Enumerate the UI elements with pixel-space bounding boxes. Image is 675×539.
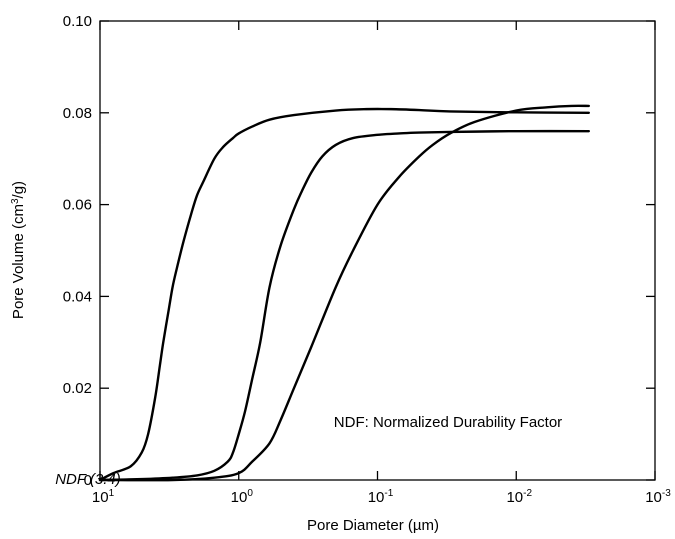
x-axis-title-part-3: m) xyxy=(422,517,440,534)
y-axis-title: Pore Volume (cm3/g) xyxy=(10,181,28,319)
y-axis-title-part-3: /g) xyxy=(10,181,27,199)
y-tick-label-1: 0.02 xyxy=(63,380,92,397)
x-tick-label-1: 100 xyxy=(231,488,254,506)
y-axis-title-part-1: Pore Volume (cm xyxy=(10,204,27,319)
series-label-2: NDF (3.4) xyxy=(55,471,121,488)
x-axis-title: Pore Diameter (µm) xyxy=(307,517,439,534)
plot-area: NDF (27.2)NDF (15.3)NDF (3.4) xyxy=(55,104,590,488)
x-tick-label-exponent-3: -2 xyxy=(523,488,532,499)
series-line-2 xyxy=(98,104,590,482)
x-tick-label-exponent-1: 0 xyxy=(247,488,253,499)
x-axis-title-part-2: µ xyxy=(413,517,422,534)
axes: 101 100 10-1 10-2 10-300.020.040.060.080.10 xyxy=(63,13,671,506)
y-tick-label-4: 0.08 xyxy=(63,105,92,122)
annotation-text: NDF: Normalized Durability Factor xyxy=(334,414,562,431)
y-tick-label-2: 0.04 xyxy=(63,288,92,305)
x-tick-label-exponent-0: 1 xyxy=(109,488,115,499)
x-tick-label-base-1: 10 xyxy=(231,489,248,506)
x-tick-label-3: 10-2 xyxy=(506,488,532,506)
x-tick-label-2: 10-1 xyxy=(368,488,394,506)
x-tick-label-exponent-4: -3 xyxy=(662,488,671,499)
x-tick-label-exponent-2: -1 xyxy=(384,488,393,499)
x-tick-label-base-3: 10 xyxy=(506,489,523,506)
series-line-1 xyxy=(98,129,590,482)
x-tick-label-base-0: 10 xyxy=(92,489,109,506)
y-tick-label-5: 0.10 xyxy=(63,13,92,30)
y-axis-title-superscript: 3 xyxy=(10,198,21,204)
x-tick-label-4: 10-3 xyxy=(645,488,671,506)
x-tick-label-base-4: 10 xyxy=(645,489,662,506)
y-tick-label-0: 0 xyxy=(84,472,92,489)
series-line-0 xyxy=(98,107,590,482)
y-tick-label-3: 0.06 xyxy=(63,197,92,214)
x-tick-label-0: 101 xyxy=(92,488,115,506)
x-axis-title-part-1: Pore Diameter ( xyxy=(307,517,413,534)
x-tick-label-base-2: 10 xyxy=(368,489,385,506)
